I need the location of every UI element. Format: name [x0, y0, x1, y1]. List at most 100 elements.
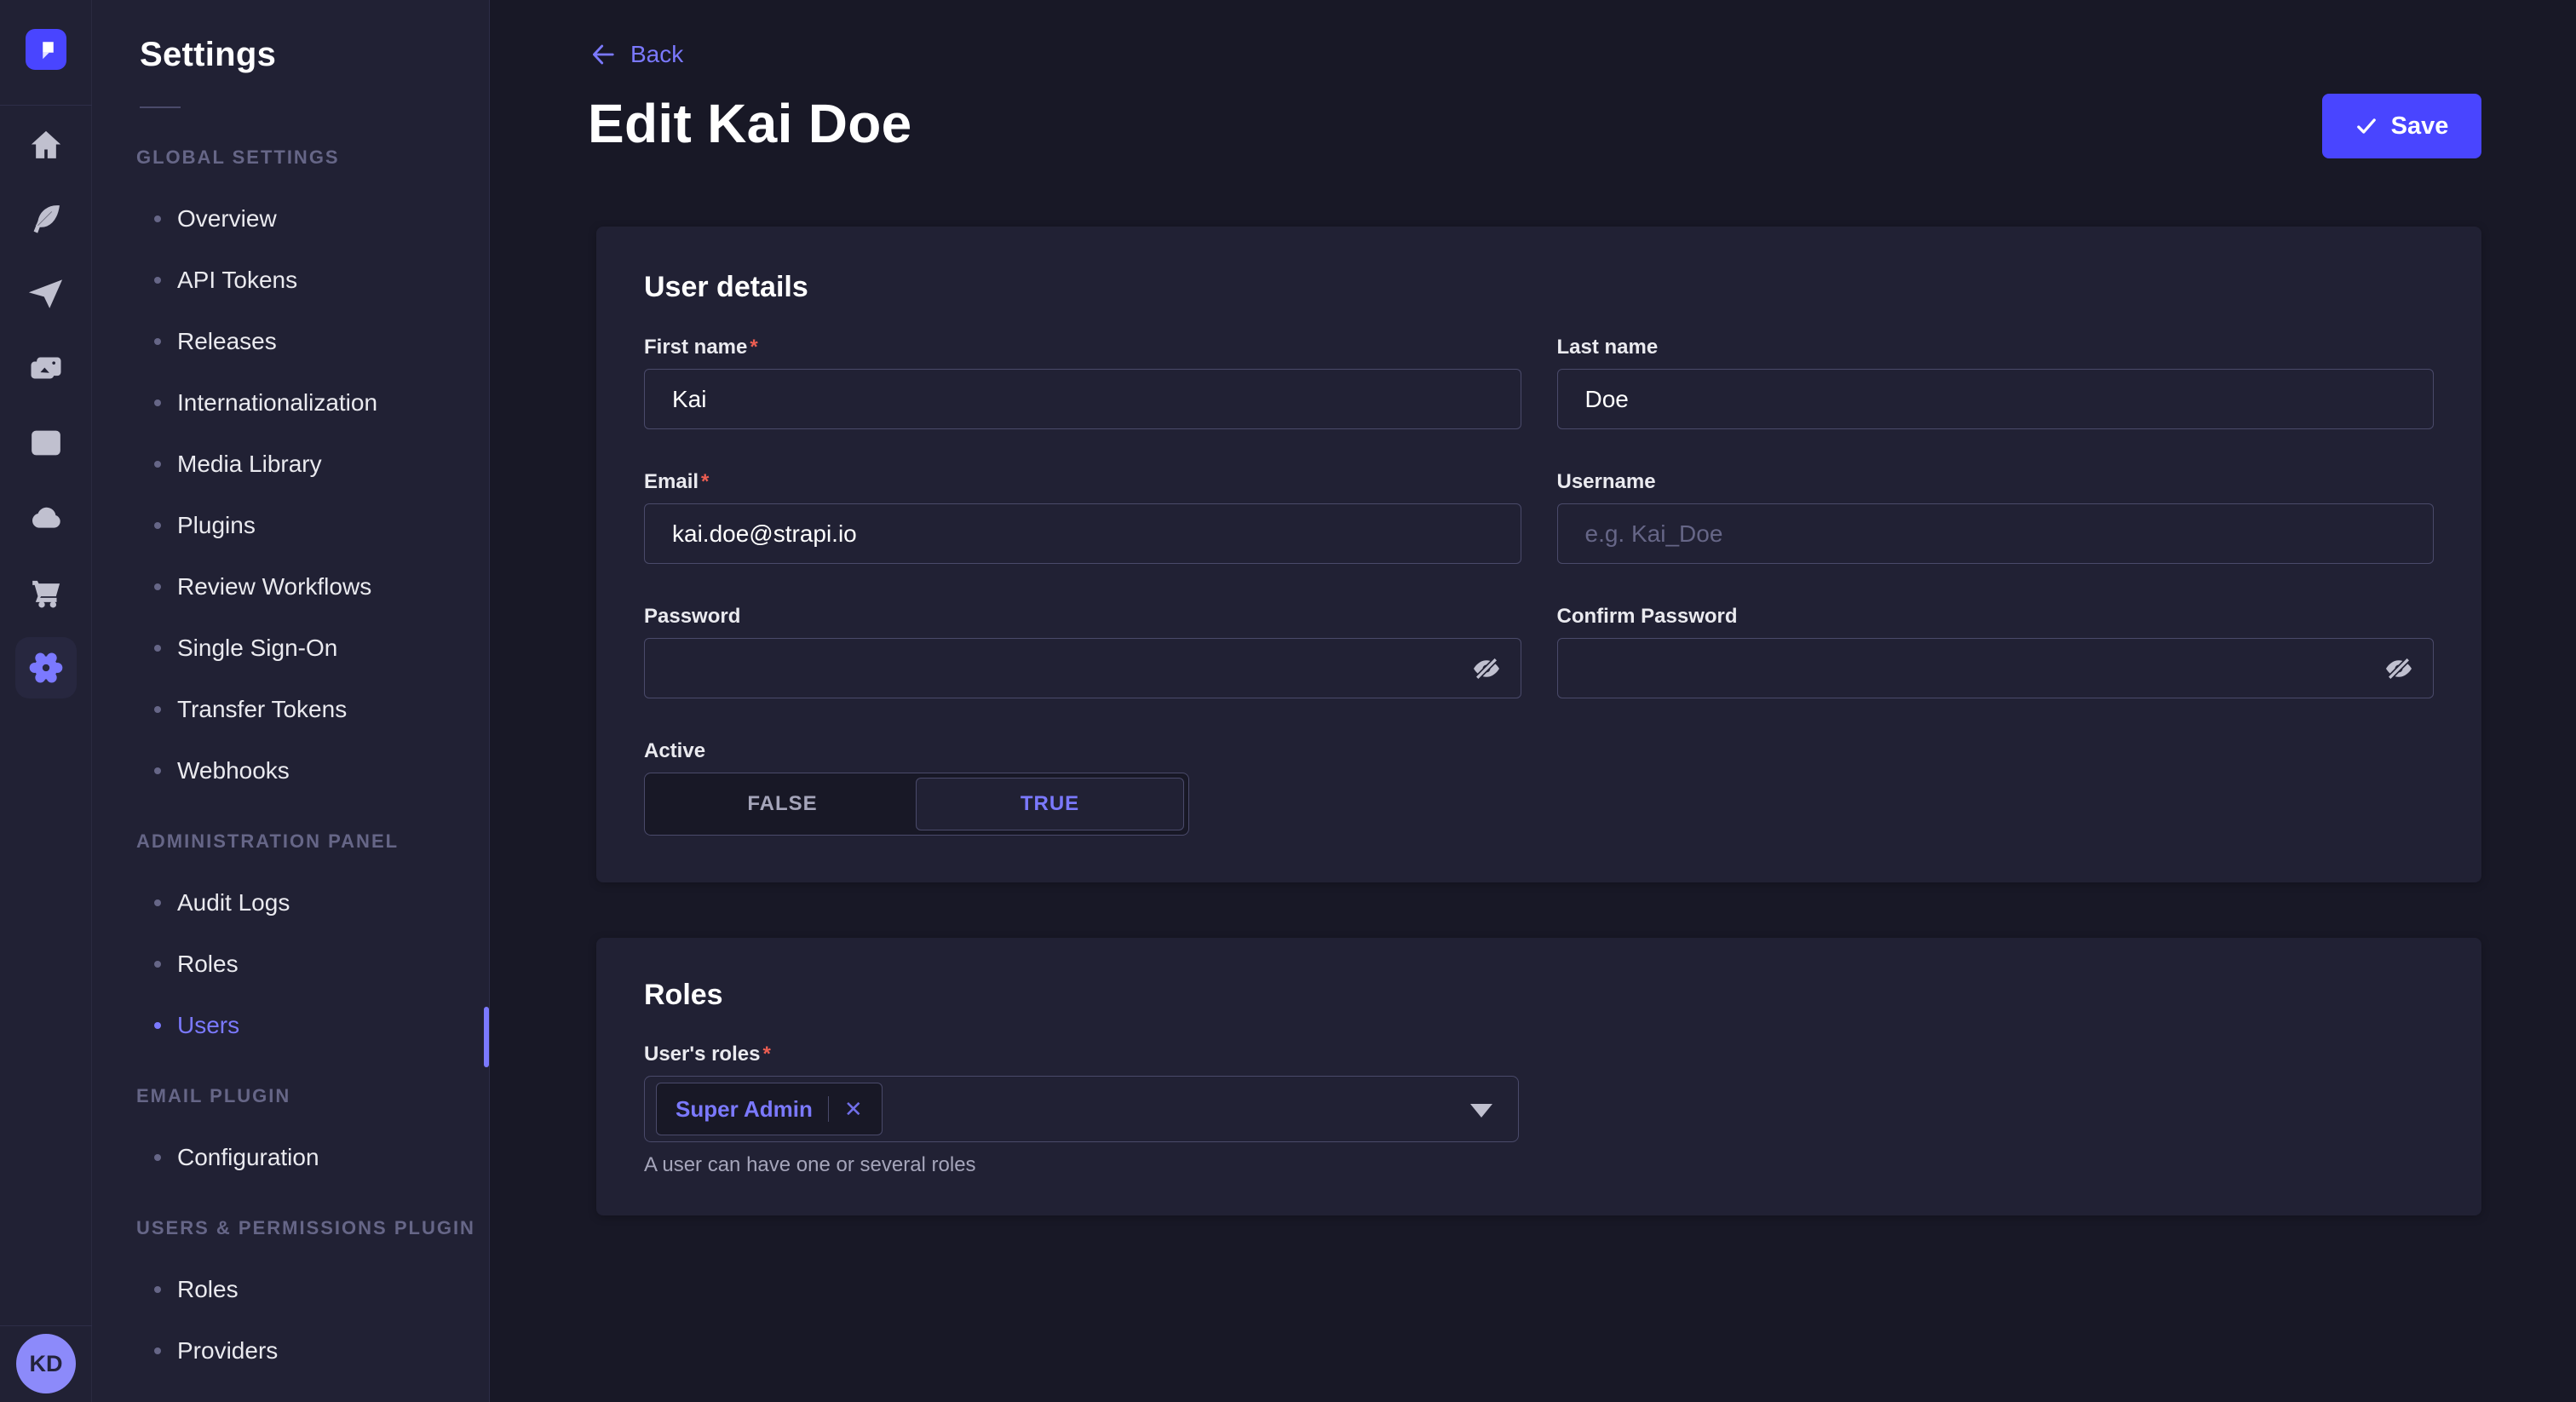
- required-asterisk: *: [750, 336, 758, 359]
- password-input[interactable]: [644, 638, 1521, 698]
- sidebar-item-audit-logs[interactable]: Audit Logs: [92, 872, 489, 934]
- feather-icon[interactable]: [15, 188, 77, 250]
- gear-icon[interactable]: [15, 637, 77, 698]
- sidebar-item-providers[interactable]: Providers: [92, 1320, 489, 1382]
- sidebar-item-review-workflows[interactable]: Review Workflows: [92, 556, 489, 618]
- title-divider: [140, 106, 181, 108]
- sidebar-item-up-roles[interactable]: Roles: [92, 1259, 489, 1320]
- bullet-icon: [154, 1022, 161, 1029]
- required-asterisk: *: [701, 470, 710, 493]
- confirm-password-input[interactable]: [1556, 638, 2434, 698]
- confirm-password-label: Confirm Password: [1556, 605, 1738, 628]
- bullet-icon: [154, 338, 161, 345]
- first-name-field: First name *: [644, 336, 1521, 429]
- check-icon: [2356, 118, 2376, 134]
- layout-icon[interactable]: [15, 412, 77, 474]
- bullet-icon: [154, 1154, 161, 1161]
- roles-card: Roles User's roles * Super Admin ✕ A user…: [596, 938, 2481, 1215]
- roles-helper-text: A user can have one or several roles: [644, 1153, 976, 1176]
- bullet-icon: [154, 399, 161, 406]
- last-name-input[interactable]: [1556, 369, 2434, 429]
- active-item-indicator: [484, 1007, 489, 1067]
- sidebar-item-transfer-tokens[interactable]: Transfer Tokens: [92, 679, 489, 740]
- save-label: Save: [2390, 112, 2449, 140]
- save-button[interactable]: Save: [2322, 94, 2481, 158]
- sidebar-item-releases[interactable]: Releases: [92, 311, 489, 372]
- active-toggle-false[interactable]: FALSE: [747, 792, 818, 815]
- sidebar-item-single-sign-on[interactable]: Single Sign-On: [92, 618, 489, 679]
- roles-heading: Roles: [644, 979, 723, 1011]
- sidebar-item-overview[interactable]: Overview: [92, 188, 489, 250]
- sidebar-title: Settings: [140, 36, 277, 73]
- username-field: Username: [1556, 470, 2434, 564]
- last-name-label: Last name: [1556, 336, 1659, 359]
- remove-role-icon[interactable]: ✕: [843, 1096, 863, 1122]
- first-name-input[interactable]: [644, 369, 1521, 429]
- user-details-heading: User details: [644, 271, 808, 303]
- back-label: Back: [630, 41, 684, 67]
- active-toggle: FALSE TRUE: [644, 773, 1189, 836]
- bullet-icon: [154, 277, 161, 284]
- bullet-icon: [154, 706, 161, 713]
- bullet-icon: [154, 522, 161, 529]
- required-asterisk: *: [762, 1043, 771, 1066]
- users-roles-label: User's roles *: [644, 1043, 771, 1066]
- sidebar-item-media-library[interactable]: Media Library: [92, 434, 489, 495]
- sidebar-item-users[interactable]: Users: [92, 995, 489, 1056]
- back-link[interactable]: Back: [590, 41, 683, 68]
- sidebar-item-plugins[interactable]: Plugins: [92, 495, 489, 556]
- settings-sidebar: Settings GLOBAL SETTINGS Overview API To…: [92, 0, 490, 1402]
- active-label: Active: [644, 739, 706, 762]
- settings-nav: GLOBAL SETTINGS Overview API Tokens Rele…: [92, 127, 489, 1382]
- bullet-icon: [154, 583, 161, 590]
- sidebar-item-api-tokens[interactable]: API Tokens: [92, 250, 489, 311]
- send-icon[interactable]: [15, 262, 77, 324]
- sidebar-item-internationalization[interactable]: Internationalization: [92, 372, 489, 434]
- section-header-email-plugin: EMAIL PLUGIN: [136, 1085, 291, 1106]
- bullet-icon: [154, 461, 161, 468]
- email-input[interactable]: [644, 503, 1521, 564]
- role-tag-label: Super Admin: [676, 1095, 813, 1122]
- media-icon[interactable]: [15, 337, 77, 399]
- last-name-field: Last name: [1556, 336, 2434, 429]
- roles-select[interactable]: Super Admin ✕: [644, 1076, 1519, 1142]
- arrow-left-icon: [593, 44, 614, 65]
- rail-divider: [0, 1325, 92, 1326]
- role-tag-super-admin: Super Admin ✕: [656, 1083, 883, 1135]
- section-header-administration-panel: ADMINISTRATION PANEL: [136, 830, 400, 852]
- main-content: Back Edit Kai Doe Save User details Firs…: [491, 0, 2576, 1402]
- sidebar-item-configuration[interactable]: Configuration: [92, 1127, 489, 1188]
- password-field: Password: [644, 605, 1521, 698]
- bullet-icon: [154, 961, 161, 968]
- username-input[interactable]: [1556, 503, 2434, 564]
- chevron-down-icon: [1470, 1104, 1492, 1118]
- sidebar-item-webhooks[interactable]: Webhooks: [92, 740, 489, 802]
- bullet-icon: [154, 1347, 161, 1354]
- bullet-icon: [154, 1286, 161, 1293]
- tag-separator: [827, 1096, 829, 1122]
- toggle-password-visibility-button[interactable]: [1467, 649, 1506, 688]
- section-header-global-settings: GLOBAL SETTINGS: [136, 147, 340, 168]
- strapi-logo-icon: [43, 42, 54, 60]
- icon-rail: KD: [0, 0, 92, 1402]
- bullet-icon: [154, 215, 161, 222]
- username-label: Username: [1556, 470, 1656, 493]
- first-name-label: First name *: [644, 336, 758, 359]
- active-toggle-true[interactable]: TRUE: [916, 778, 1184, 830]
- strapi-logo: [26, 29, 66, 70]
- user-details-form: First name* Last name Email* Username Pa: [644, 336, 2434, 836]
- confirm-password-field: Confirm Password: [1556, 605, 2434, 698]
- user-details-card: User details First name* Last name Email…: [596, 227, 2481, 882]
- sidebar-item-admin-roles[interactable]: Roles: [92, 934, 489, 995]
- bullet-icon: [154, 899, 161, 906]
- email-field: Email *: [644, 470, 1521, 564]
- toggle-confirm-password-visibility-button[interactable]: [2379, 649, 2418, 688]
- cart-icon[interactable]: [15, 562, 77, 623]
- bullet-icon: [154, 645, 161, 652]
- page-title: Edit Kai Doe: [588, 93, 912, 154]
- eye-off-icon: [2386, 656, 2412, 681]
- cloud-icon[interactable]: [15, 487, 77, 549]
- user-avatar[interactable]: KD: [16, 1334, 76, 1393]
- home-icon[interactable]: [15, 114, 77, 175]
